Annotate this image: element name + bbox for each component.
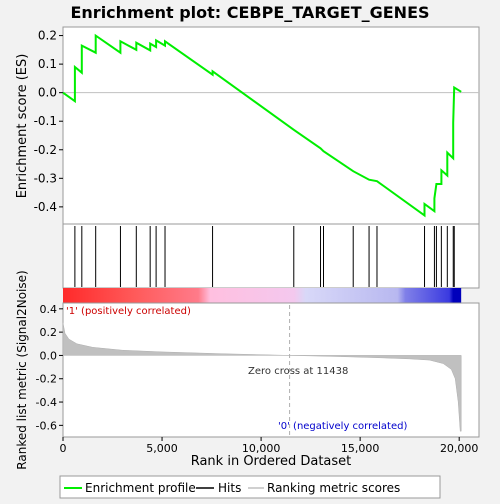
es-y-tick-label: -0.2	[34, 143, 57, 157]
metric-y-tick-label: -0.2	[36, 373, 57, 386]
metric-panel-frame	[62, 302, 480, 438]
metric-y-axis: -0.6 -0.4 -0.2 0.0 0.2 0.4	[36, 303, 63, 432]
metric-y-tick-label: 0.4	[40, 303, 58, 316]
legend-es-label: Enrichment profile	[85, 481, 196, 495]
es-profile-line	[62, 33, 462, 218]
positive-label: '1' (positively correlated)	[66, 306, 191, 317]
es-y-label: Enrichment score (ES)	[15, 54, 30, 199]
x-tick-label: 15,000	[341, 442, 380, 455]
negative-label: '0' (negatively correlated)	[278, 421, 407, 432]
es-panel-frame	[62, 26, 480, 225]
es-y-tick-label: -0.3	[34, 171, 57, 185]
metric-area	[62, 322, 462, 432]
rank-color-bar	[63, 288, 462, 303]
chart-title: Enrichment plot: CEBPE_TARGET_GENES	[70, 3, 429, 22]
es-y-tick-label: 0.0	[38, 86, 57, 100]
x-tick-label: 20,000	[440, 442, 479, 455]
metric-y-tick-label: -0.4	[36, 396, 57, 409]
legend-metric-label: Ranking metric scores	[267, 481, 400, 495]
es-y-tick-label: -0.4	[34, 200, 57, 214]
es-y-tick-label: -0.1	[34, 114, 57, 128]
es-y-tick-label: 0.1	[38, 57, 57, 71]
x-tick-label: 5,000	[146, 442, 178, 455]
es-y-axis: -0.4 -0.3 -0.2 -0.1 0.0 0.1 0.2	[34, 29, 63, 214]
es-y-tick-label: 0.2	[38, 29, 57, 43]
metric-y-tick-label: 0.2	[40, 326, 58, 339]
hits-panel-frame	[62, 223, 480, 289]
metric-y-label: Ranked list metric (Signal2Noise)	[15, 270, 29, 469]
x-tick-label: 10,000	[242, 442, 281, 455]
metric-y-tick-label: 0.0	[40, 349, 58, 362]
legend-hits-label: Hits	[218, 481, 241, 495]
x-axis: 0 5,000 10,000 15,000 20,000	[60, 437, 479, 455]
zero-cross-label: Zero cross at 11438	[248, 366, 348, 377]
x-tick-label: 0	[60, 442, 67, 455]
legend-box	[59, 475, 441, 499]
x-axis-label: Rank in Ordered Dataset	[191, 454, 352, 469]
metric-y-tick-label: -0.6	[36, 419, 57, 432]
hits-group	[74, 226, 455, 287]
